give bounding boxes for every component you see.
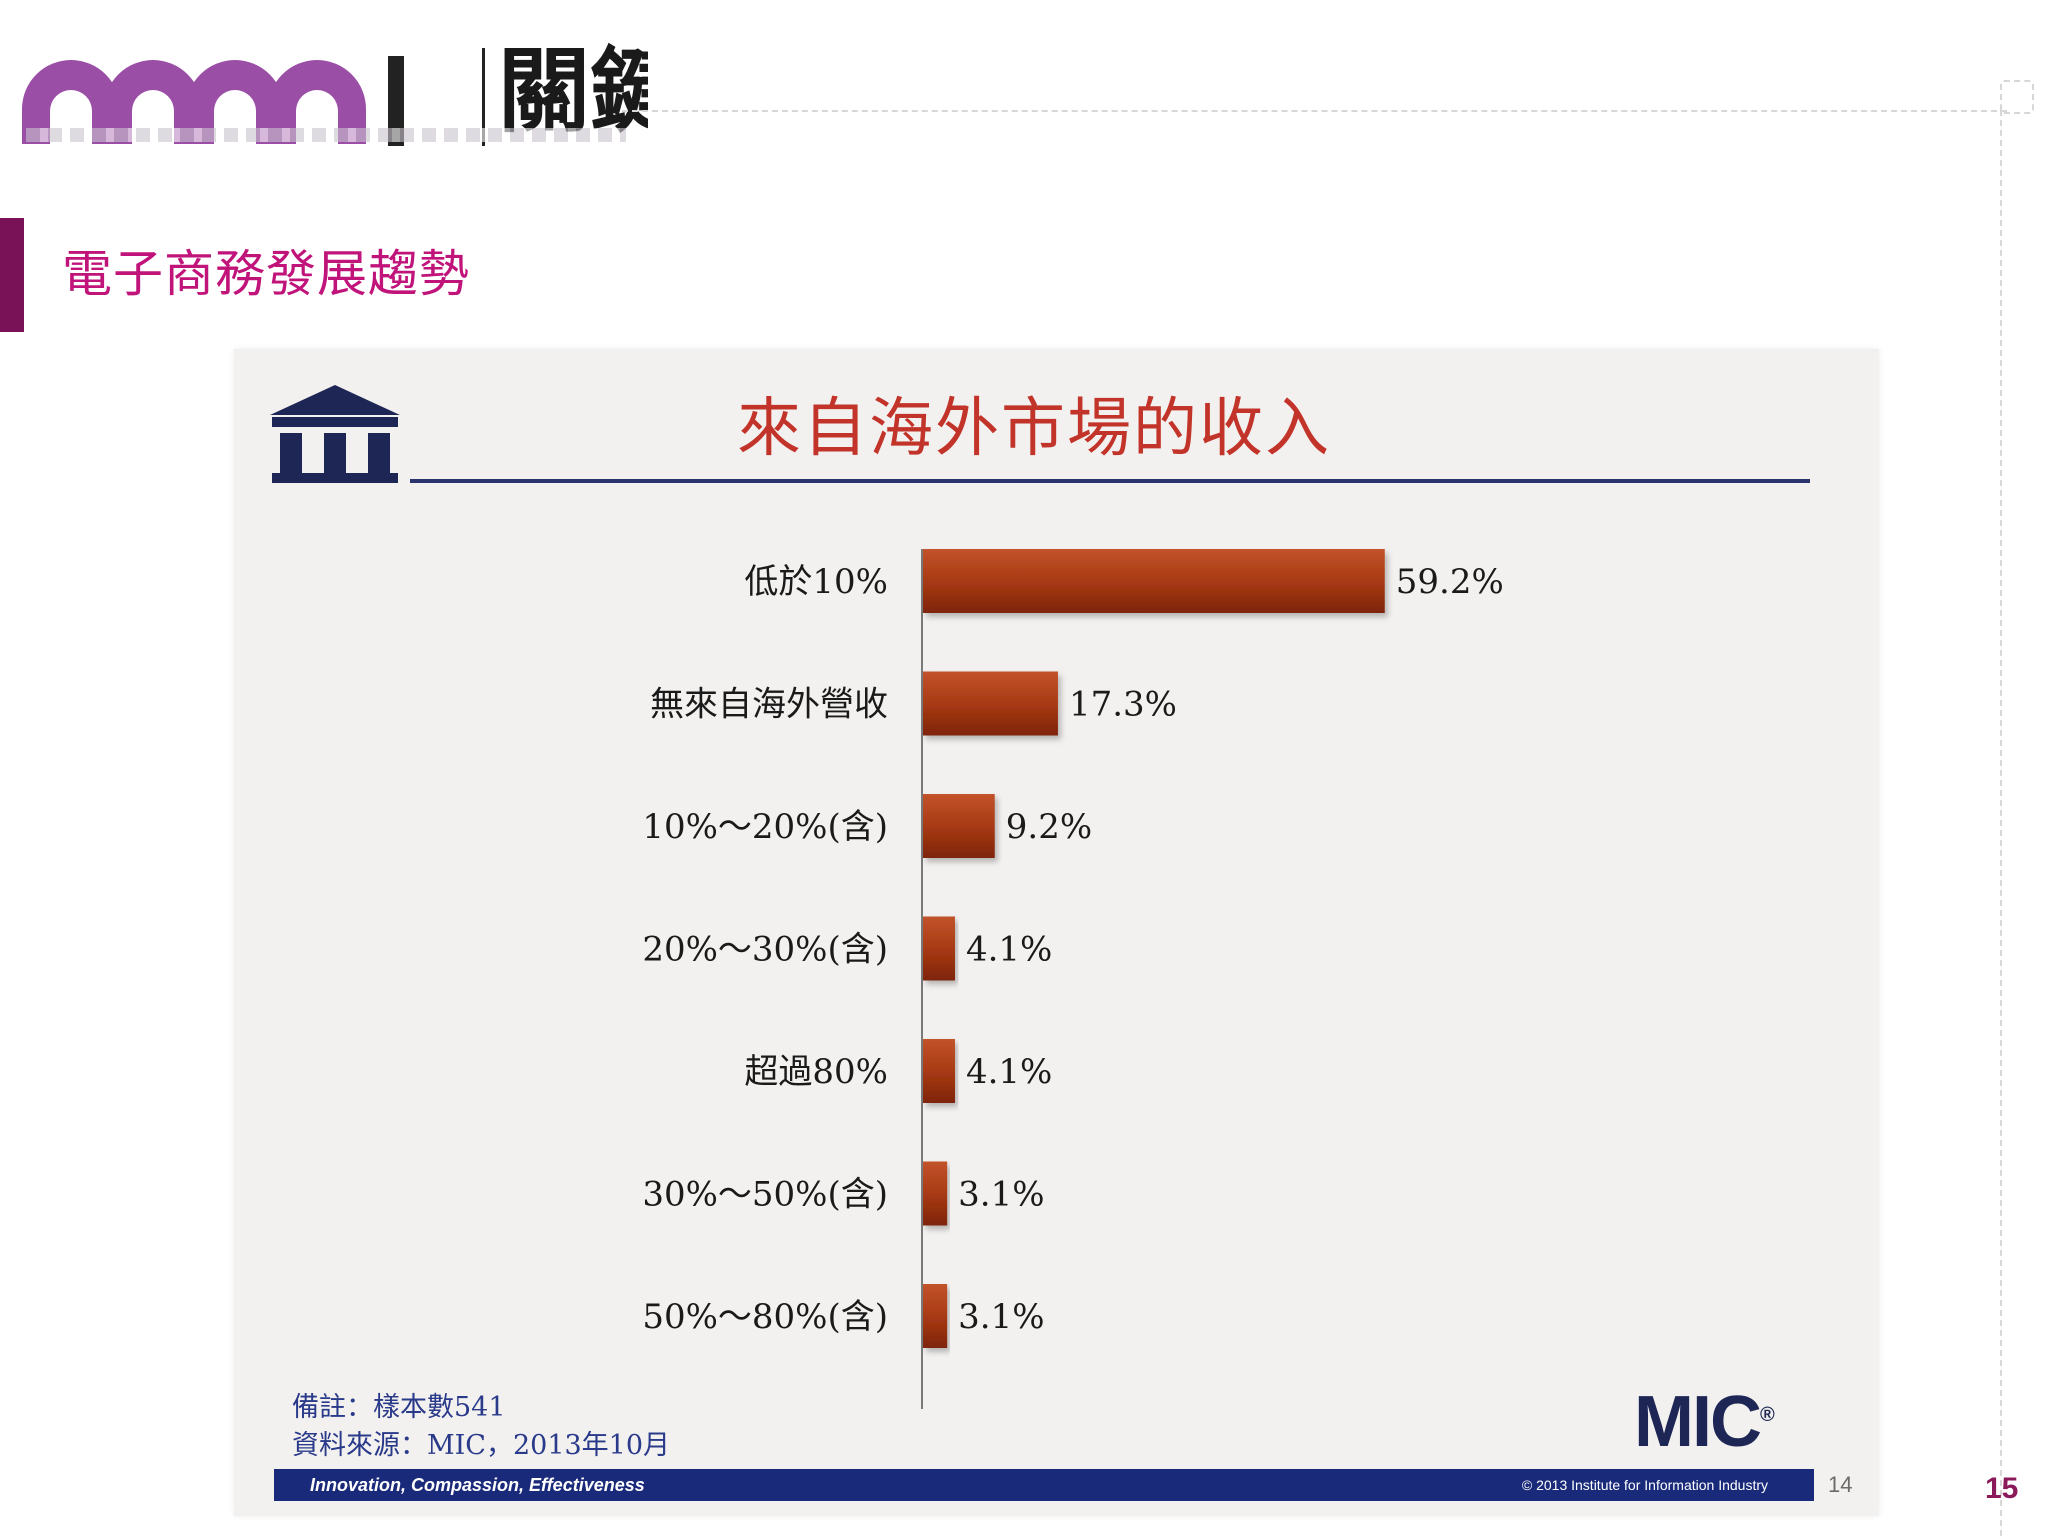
bar bbox=[923, 549, 1385, 613]
bar bbox=[923, 1161, 948, 1226]
company-logo: 關鍵 bbox=[22, 24, 648, 150]
value-label: 3.1% bbox=[958, 1297, 1044, 1337]
value-label: 9.2% bbox=[1006, 807, 1092, 847]
chart-title: 來自海外市場的收入 bbox=[737, 392, 1331, 466]
embedded-slide: 來自海外市場的收入 低於10% 59.2% 無來自海外營收 17.3% 10%～20%(… bbox=[234, 349, 1879, 1516]
notes-block: 備註：樣本數541 資料來源：MIC，2013年10月 bbox=[292, 1389, 670, 1465]
footer-slogan: Innovation, Compassion, Effectiveness bbox=[310, 1475, 645, 1495]
category-label: 無來自海外營收 bbox=[650, 685, 888, 725]
institute-building-icon bbox=[270, 385, 400, 485]
logo-text: 關鍵 bbox=[498, 42, 648, 142]
mic-logo-text: MIC bbox=[1634, 1382, 1762, 1462]
category-label: 50%～80%(含) bbox=[642, 1297, 888, 1337]
category-label: 30%～50%(含) bbox=[642, 1175, 888, 1215]
registered-mark: ® bbox=[1759, 1404, 1775, 1426]
section-accent-bar bbox=[0, 218, 24, 332]
logo-divider bbox=[388, 56, 404, 146]
bar-chart: 低於10% 59.2% 無來自海外營收 17.3% 10%～20%(含) 9.2% 20%～… bbox=[642, 549, 1504, 1409]
page-number: 15 bbox=[1985, 1472, 2019, 1505]
title-underline bbox=[410, 479, 1810, 483]
bar bbox=[923, 671, 1058, 736]
footer-copyright: © 2013 Institute for Information Industr… bbox=[1521, 1477, 1768, 1493]
section-title: 電子商務發展趨勢 bbox=[62, 245, 470, 303]
logo-subtitle-strip bbox=[26, 128, 626, 142]
category-label: 超過80% bbox=[744, 1052, 888, 1092]
frame-right-line bbox=[2000, 110, 2002, 1536]
note-sample-size: 備註：樣本數541 bbox=[292, 1392, 506, 1423]
bar bbox=[923, 794, 995, 858]
logo-divider bbox=[482, 48, 485, 146]
value-label: 3.1% bbox=[958, 1175, 1044, 1215]
bar bbox=[923, 1284, 948, 1348]
category-label: 20%～30%(含) bbox=[642, 930, 888, 970]
bar bbox=[923, 916, 955, 981]
value-label: 4.1% bbox=[966, 1052, 1052, 1092]
slide-number: 14 bbox=[1828, 1472, 1853, 1497]
bar bbox=[923, 1039, 955, 1103]
category-label: 10%～20%(含) bbox=[642, 807, 888, 847]
frame-top-line bbox=[622, 110, 2007, 112]
note-data-source: 資料來源：MIC，2013年10月 bbox=[292, 1430, 671, 1461]
value-label: 59.2% bbox=[1396, 562, 1504, 602]
value-label: 17.3% bbox=[1069, 685, 1177, 725]
footer-band: Innovation, Compassion, Effectiveness © … bbox=[274, 1469, 1814, 1501]
value-label: 4.1% bbox=[966, 930, 1052, 970]
category-label: 低於10% bbox=[744, 562, 888, 602]
frame-corner bbox=[2000, 80, 2034, 114]
mic-logo: MIC® bbox=[1634, 1381, 1775, 1463]
